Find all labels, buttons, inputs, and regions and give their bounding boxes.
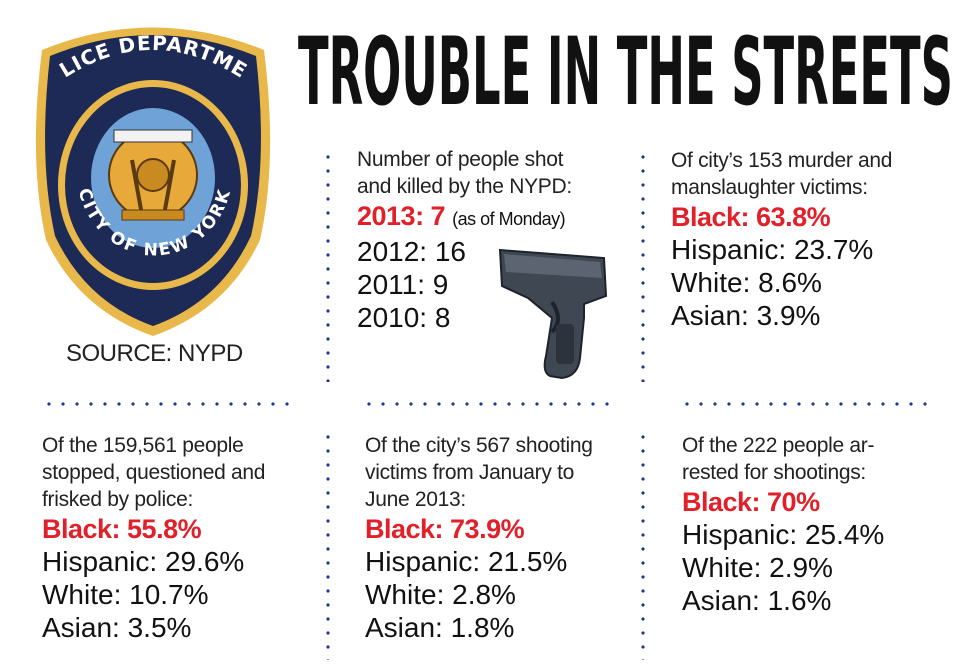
stat-row: Hispanic: 29.6% bbox=[42, 546, 245, 577]
intro-line: frisked by police: bbox=[42, 488, 194, 511]
intro-line: Of the 159,561 people bbox=[42, 434, 244, 457]
highlight-line: 2013: 7 (as of Monday) bbox=[357, 200, 627, 235]
divider-horizontal-right bbox=[680, 402, 930, 406]
stat-row: Hispanic: 23.7% bbox=[671, 234, 874, 265]
divider-vertical-left bbox=[326, 150, 330, 382]
divider-vertical-right bbox=[641, 150, 645, 382]
highlight-line: Black: 63.8% bbox=[671, 202, 831, 232]
stat-row: White: 2.9% bbox=[682, 552, 833, 583]
intro-line: manslaughter victims: bbox=[671, 176, 868, 199]
divider-vertical-left-lower bbox=[326, 430, 330, 660]
divider-horizontal-middle bbox=[362, 402, 612, 406]
handgun-icon bbox=[492, 238, 610, 383]
intro-line: Of the city’s 567 shooting bbox=[365, 434, 593, 457]
murder-victims-block: Of city’s 153 murder and manslaughter vi… bbox=[671, 147, 961, 332]
intro-line: victims from January to bbox=[365, 461, 574, 484]
highlight-line: Black: 55.8% bbox=[42, 514, 202, 544]
shooting-victims-block: Of the city’s 567 shooting victims from … bbox=[365, 432, 635, 644]
stat-row: Asian: 3.9% bbox=[671, 300, 821, 331]
year-row: 2012: 16 bbox=[357, 236, 466, 267]
intro-line: Of city’s 153 murder and bbox=[671, 149, 893, 172]
divider-horizontal-left bbox=[42, 402, 292, 406]
intro-line: Of the 222 people ar- bbox=[682, 434, 875, 457]
stat-row: Hispanic: 25.4% bbox=[682, 519, 885, 550]
highlight-line: Black: 70% bbox=[682, 487, 820, 517]
nypd-shootings-block: Number of people shot and killed by the … bbox=[357, 146, 627, 334]
stat-row: Asian: 3.5% bbox=[42, 612, 192, 643]
highlight-value: 2013: 7 bbox=[357, 201, 446, 231]
intro-line: rested for shootings: bbox=[682, 461, 866, 484]
source-note: SOURCE: NYPD bbox=[66, 340, 243, 367]
stat-row: White: 8.6% bbox=[671, 267, 822, 298]
intro-line: and killed by the NYPD: bbox=[357, 175, 572, 198]
arrested-block: Of the 222 people ar- rested for shootin… bbox=[682, 432, 962, 617]
stat-row: White: 2.8% bbox=[365, 579, 516, 610]
intro-line: Number of people shot bbox=[357, 148, 564, 171]
divider-vertical-right-lower bbox=[641, 430, 645, 660]
year-row: 2011: 9 bbox=[357, 269, 449, 300]
highlight-note: (as of Monday) bbox=[452, 209, 566, 229]
stat-row: White: 10.7% bbox=[42, 579, 209, 610]
stat-row: Asian: 1.6% bbox=[682, 585, 832, 616]
stop-and-frisk-block: Of the 159,561 people stopped, questione… bbox=[42, 432, 322, 644]
intro-line: stopped, questioned and bbox=[42, 461, 266, 484]
nypd-patch-icon: POLICE DEPARTMENT CITY OF NEW YORK bbox=[13, 0, 284, 340]
intro-line: June 2013: bbox=[365, 488, 466, 511]
title-text: TROUBLE IN THE STREETS bbox=[298, 18, 953, 113]
stat-row: Asian: 1.8% bbox=[365, 612, 515, 643]
page-title: TROUBLE IN THE STREETS bbox=[298, 18, 958, 127]
year-row: 2010: 8 bbox=[357, 302, 451, 333]
highlight-line: Black: 73.9% bbox=[365, 514, 525, 544]
stat-row: Hispanic: 21.5% bbox=[365, 546, 568, 577]
